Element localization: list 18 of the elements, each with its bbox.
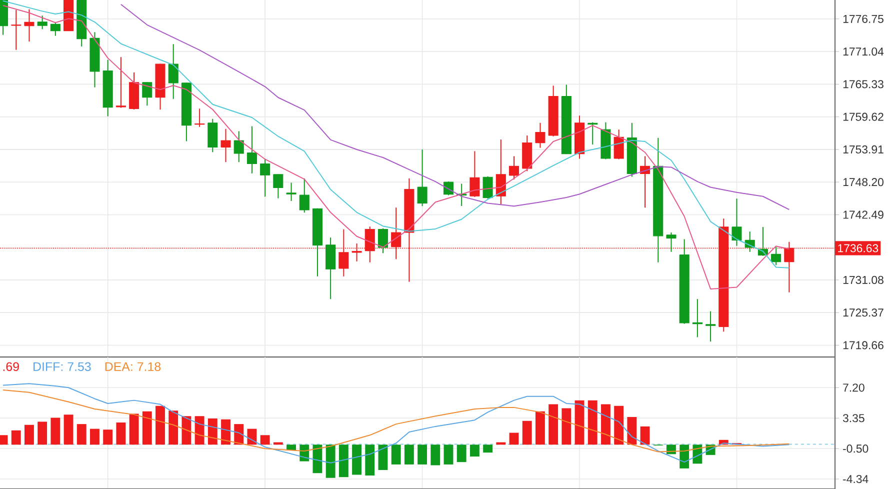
y-tick-label: 1742.49 bbox=[843, 210, 884, 219]
y-tick-label: 1725.37 bbox=[843, 308, 884, 317]
y-tick-label: 1753.91 bbox=[843, 145, 884, 154]
y-tick-label: 1719.66 bbox=[843, 341, 884, 350]
y-tick-label: 1748.20 bbox=[843, 178, 884, 186]
y-tick-label: -4.34 bbox=[843, 474, 868, 484]
y-tick-label: 1765.33 bbox=[843, 80, 884, 88]
annotation: .69 bbox=[3, 362, 19, 372]
ref-line-label: 1736.63 bbox=[838, 244, 878, 252]
y-tick-label: -0.50 bbox=[843, 444, 868, 453]
y-tick-label: 1759.62 bbox=[843, 112, 884, 121]
series-label: DIFF: 7.53 bbox=[34, 362, 91, 372]
y-tick-label: 1776.75 bbox=[843, 14, 884, 23]
text: DEA: 7.18 bbox=[105, 362, 161, 372]
y-tick-label: 1771.04 bbox=[843, 47, 884, 56]
y-tick-label: 7.20 bbox=[843, 384, 864, 392]
y-tick-label: 1731.08 bbox=[843, 276, 884, 284]
y-tick-label: 3.35 bbox=[842, 414, 864, 422]
